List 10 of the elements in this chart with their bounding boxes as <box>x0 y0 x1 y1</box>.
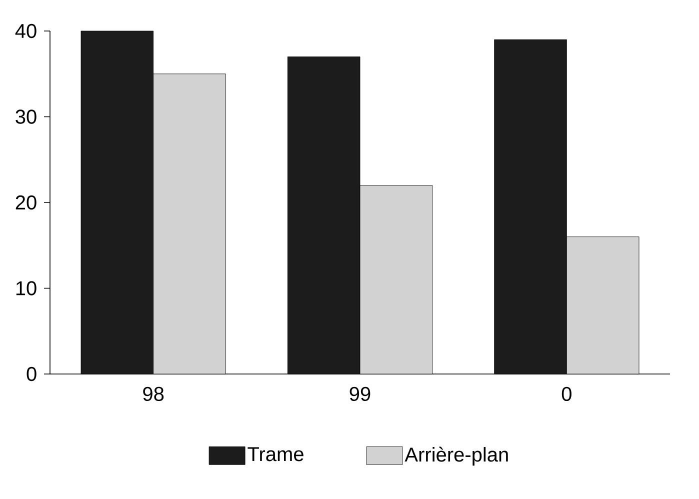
y-tick-label: 20 <box>16 195 36 210</box>
x-tick-label: 99 <box>350 386 370 402</box>
legend-label: Trame <box>248 447 304 462</box>
y-tick-label: 40 <box>15 24 36 38</box>
x-tick-label: 0 <box>562 386 572 402</box>
y-tick-label: 10 <box>16 281 36 296</box>
y-tick-label: 30 <box>16 110 36 124</box>
y-tick-label: 0 <box>26 366 36 382</box>
legend-label: Arrière-plan <box>404 446 508 466</box>
x-tick-label: 98 <box>143 386 164 402</box>
